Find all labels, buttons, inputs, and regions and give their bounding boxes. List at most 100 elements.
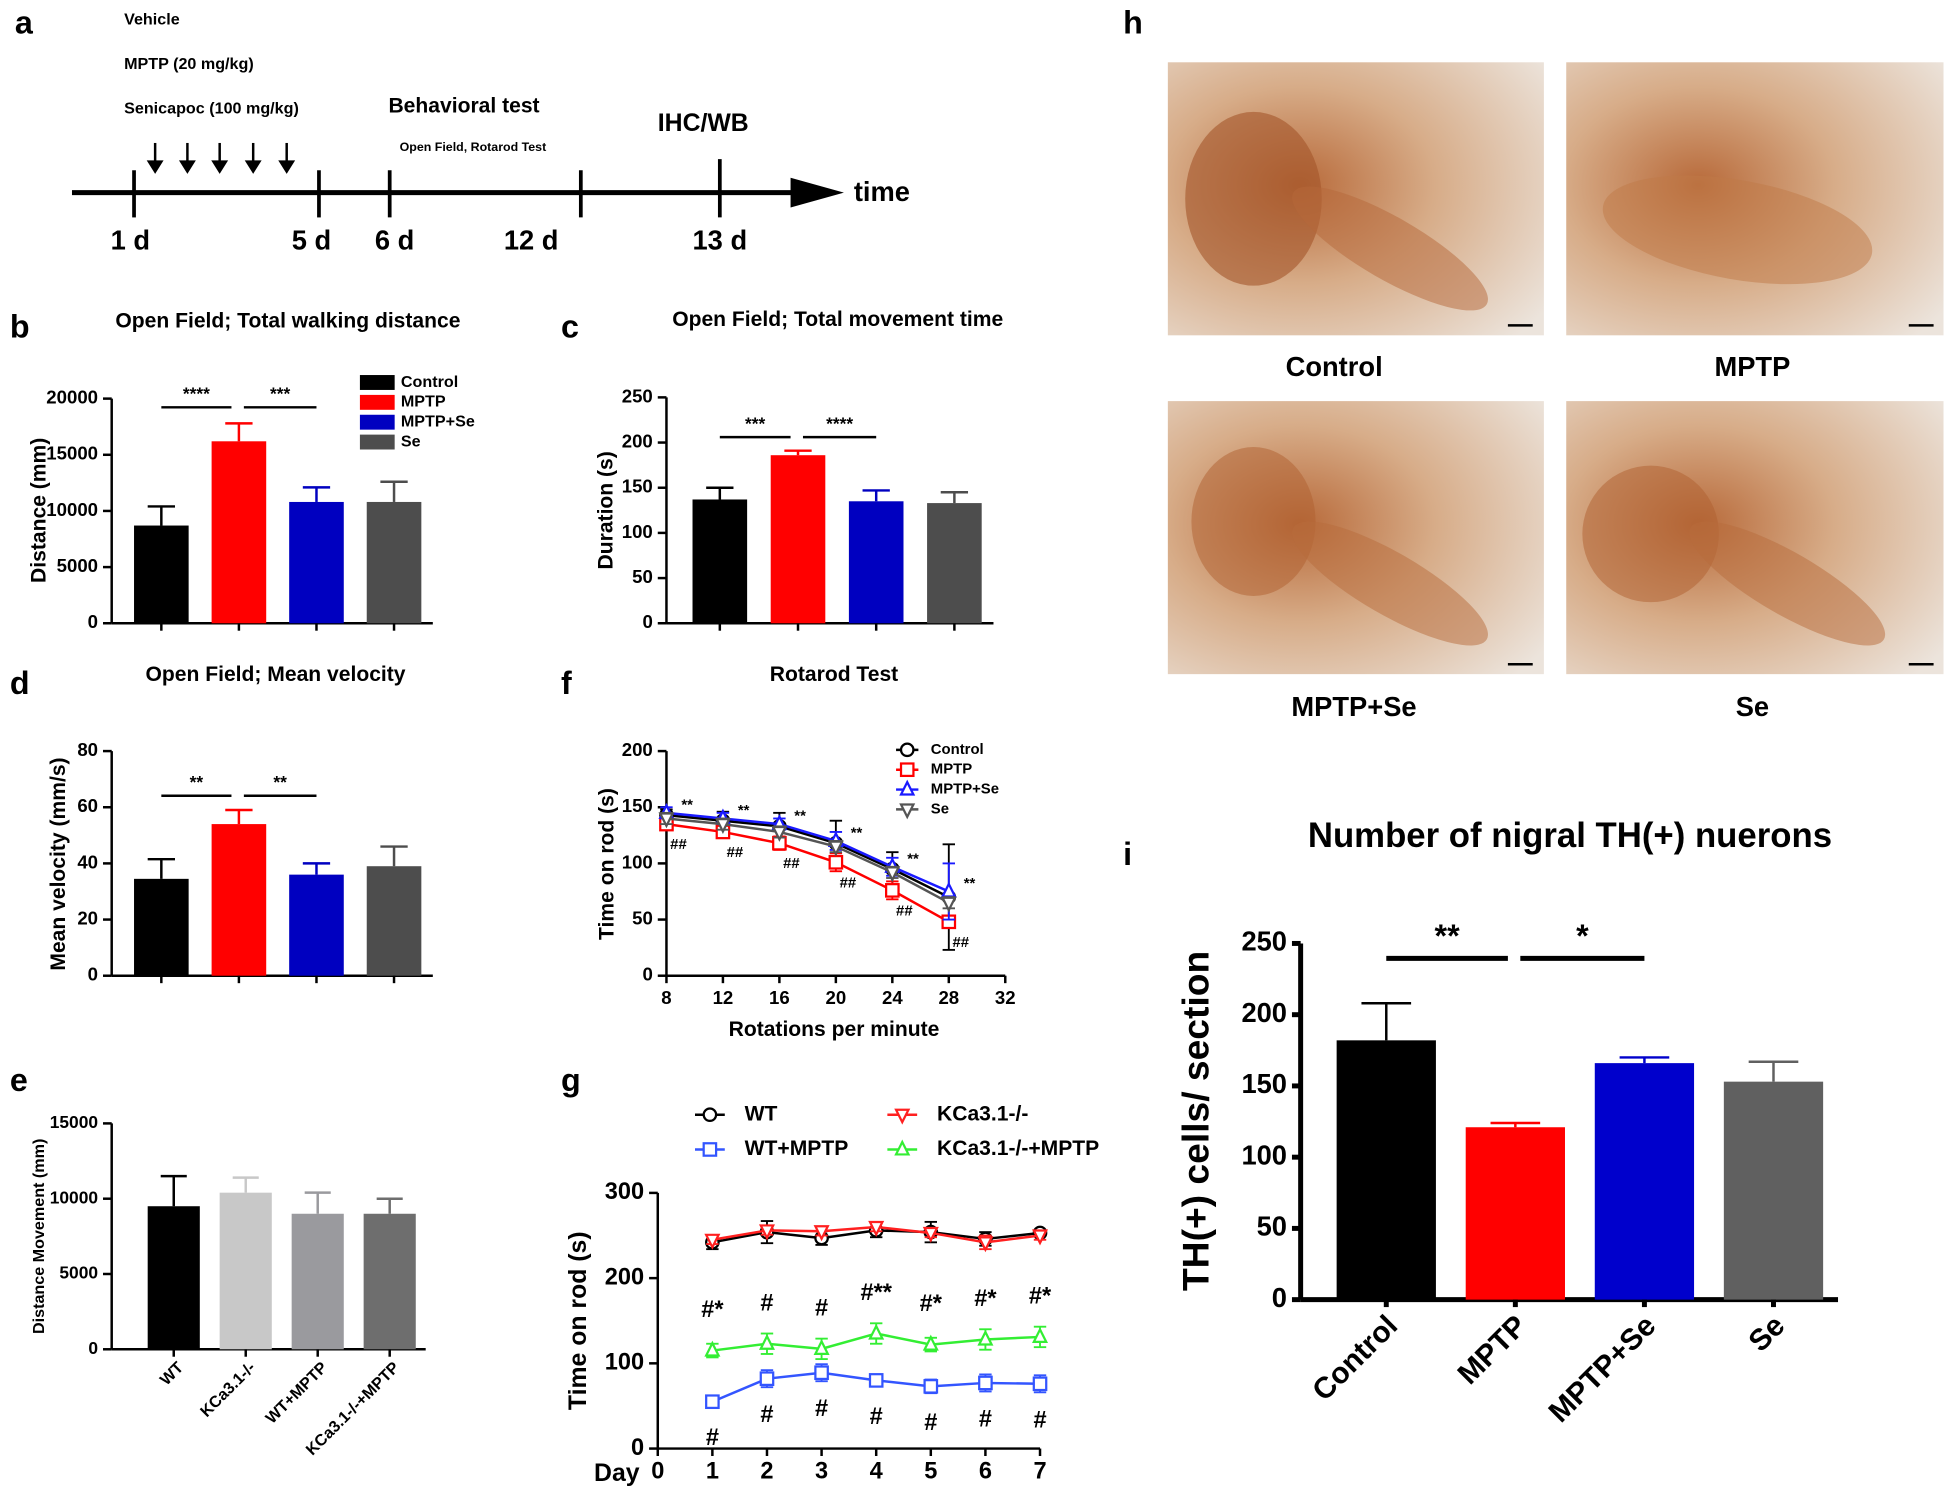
x-tick-label: 1 [706,1457,719,1483]
bar [219,1192,272,1350]
micrograph [1167,401,1544,675]
y-tick-label: 100 [622,521,653,542]
bar [211,824,267,976]
panel-letter: g [561,1062,581,1098]
micrograph-label: MPTP+Se [1291,691,1416,722]
legend-swatch [359,414,395,430]
treatment: MPTP (20 mg/kg) [124,55,254,73]
y-tick-label: 50 [1257,1211,1287,1242]
bar [363,1213,416,1350]
bar [692,499,748,624]
legend-label: KCa3.1-/-+MPTP [937,1137,1099,1160]
significance-label: **** [826,413,853,433]
legend-marker [899,762,915,778]
point-label: # [760,1289,773,1315]
bar [211,441,267,624]
point-label: # [815,1294,828,1320]
x-tick-label: 12 [713,987,734,1008]
legend-label: MPTP+Se [401,412,475,430]
bar [366,866,422,976]
y-tick-label: 15000 [46,443,98,464]
significance-label: ** [1435,918,1461,954]
series-line [666,822,950,923]
marker [758,1224,775,1241]
legend-marker [702,1107,718,1123]
x-axis-label: Rotations per minute [729,1018,940,1041]
x-tick-label: 2 [760,1457,773,1483]
point-label: # [760,1401,773,1427]
point-label: # [979,1405,992,1431]
x-tick-label: WT [157,1358,188,1389]
y-tick-label: 50 [632,907,653,928]
y-axis-label: Duration (s) [594,451,617,569]
marker [977,1236,994,1253]
point-label: ** [681,797,693,813]
y-tick-label: 0 [88,1338,98,1358]
panel-letter: h [1123,5,1143,41]
marker [714,818,731,835]
marker [771,825,788,842]
x-tick-label: 32 [995,987,1016,1008]
point-label: ## [840,875,857,891]
legend-label: MPTP+Se [931,781,999,797]
y-tick-label: 15000 [50,1112,98,1132]
legend-marker [702,1142,718,1157]
legend-marker [899,742,915,758]
significance-label: ** [273,772,287,792]
micrograph-label: Control [1286,351,1383,382]
legend-marker [899,803,916,820]
event-label: Behavioral test [388,95,539,118]
day-ticks [132,159,722,218]
marker [868,1323,885,1340]
bar [1594,1063,1695,1300]
micrograph-panel: h Control MPTP MPTP+Se Se [1123,5,1944,722]
bar [289,874,344,976]
series-line [666,811,950,893]
point-label: #* [974,1285,997,1311]
x-tick-label: 8 [661,987,671,1008]
point-label: ## [670,837,687,853]
legend-label: WT+MPTP [745,1137,849,1160]
x-tick-label: 6 [979,1457,992,1483]
micrograph-label: Se [1736,691,1769,722]
y-axis-label: Distance (mm) [27,438,50,583]
y-axis-label: Time on rod (s) [596,788,619,940]
y-tick-label: 300 [605,1178,644,1204]
bar [1336,1040,1436,1300]
y-tick-label: 10000 [50,1187,98,1207]
day-label: 1 d [111,224,150,255]
x-tick-label: 24 [882,987,903,1008]
y-tick-label: 0 [1272,1282,1287,1313]
y-axis-label: Distance Movement (mm) [30,1139,48,1334]
marker [705,1394,720,1410]
x-tick-label: 20 [826,987,847,1008]
legend-marker [894,1139,911,1156]
legend-swatch [359,375,395,390]
day-label: 12 d [504,224,559,255]
point-label: # [924,1409,937,1435]
x-tick-label: 28 [938,987,959,1008]
y-tick-label: 100 [605,1349,644,1375]
legend-label: WT [745,1102,778,1125]
bar [134,878,189,976]
panel-letter: i [1123,836,1132,872]
point-label: # [870,1403,883,1429]
treatment: Vehicle [124,10,180,28]
marker [885,883,900,898]
time-arrow [790,177,844,208]
legend-swatch [359,434,395,450]
significance-label: *** [270,383,291,403]
significance-label: * [1576,918,1589,954]
marker [1032,1326,1049,1344]
point-label: #* [920,1290,943,1316]
y-tick-label: 80 [77,739,98,760]
day-label: 5 d [292,224,331,255]
x-tick-label: WT+MPTP [262,1358,331,1427]
marker [813,1225,830,1242]
marker [1032,1229,1049,1246]
y-tick-label: 0 [88,964,98,985]
marker [828,854,844,870]
time-label: time [854,176,910,207]
marker [758,1333,775,1350]
chart-title: Open Field; Total movement time [672,308,1003,331]
